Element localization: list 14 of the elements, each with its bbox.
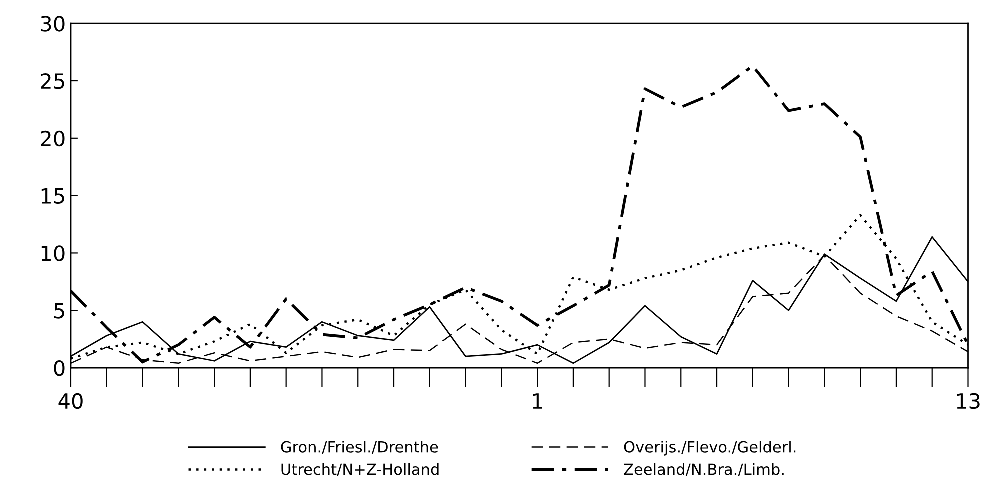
legend-label: Gron./Friesl./Drenthe: [281, 441, 438, 454]
x-tick-label: 40: [58, 393, 83, 410]
x-tick-label: 13: [957, 393, 980, 410]
y-tick-label: 10: [42, 246, 65, 262]
y-tick-label: 0: [54, 360, 65, 376]
y-tick-label: 30: [41, 16, 65, 32]
y-tick-label: 25: [41, 73, 64, 90]
y-tick-label: 15: [42, 188, 64, 204]
y-tick-label: 5: [54, 303, 64, 319]
y-tick-label: 20: [41, 130, 65, 147]
legend-label: Utrecht/N+Z-Holland: [282, 463, 439, 476]
legend-label: Zeeland/N.Bra./Limb.: [624, 463, 784, 476]
x-tick-label: 1: [533, 394, 542, 409]
legend-label: Overijs./Flevo./Gelderl.: [624, 441, 796, 456]
